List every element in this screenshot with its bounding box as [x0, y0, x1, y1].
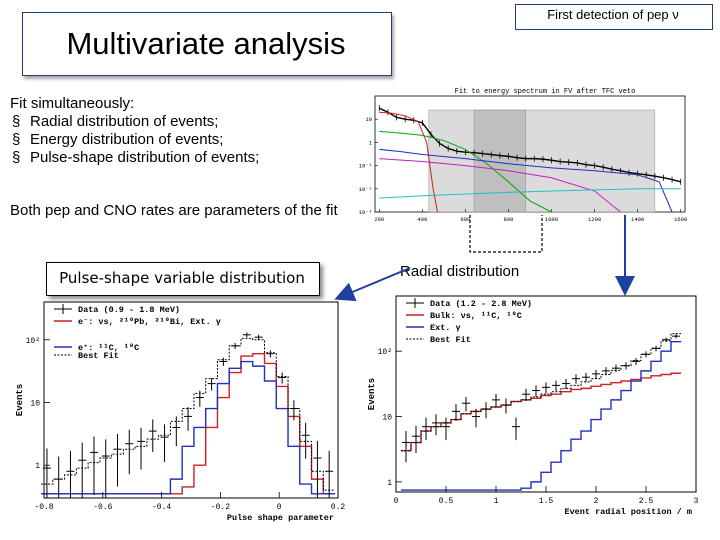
x-tick-label: 0.5 — [439, 497, 454, 506]
title-box — [22, 12, 392, 76]
series-line — [41, 337, 336, 491]
slide-title: Multivariate analysis — [66, 26, 346, 61]
x-tick-label: -0.2 — [211, 503, 230, 512]
x-tick-label: 800 — [504, 216, 514, 223]
pulse-shape-label-box — [46, 262, 320, 296]
x-tick-label: 400 — [417, 216, 427, 223]
bullet-text: Radial distribution of events; — [30, 113, 219, 130]
arrow-to-pulse-shape — [334, 267, 411, 302]
x-tick-label: 1000 — [545, 216, 558, 223]
legend-label: Bulk: νs, ¹¹C, ¹⁰C — [430, 311, 522, 321]
x-tick-label: 1 — [494, 497, 499, 506]
fit-title: Fit simultaneously: — [10, 95, 135, 112]
legend-box — [50, 304, 200, 370]
y-tick-label: 10² — [26, 337, 40, 346]
legend-box — [402, 298, 552, 364]
y-tick-label: 10⁻³ — [359, 209, 372, 216]
x-tick-label: 1.5 — [539, 497, 554, 506]
x-tick-label: 200 — [374, 216, 384, 223]
legend-label: Best Fit — [78, 351, 119, 361]
radial-chart: 0 0.5 1 1.5 2 2.5 3 10² 10 1 Event radial position… — [367, 295, 699, 517]
legend-label: Ext. γ — [430, 323, 461, 333]
fit-bullets: § Radial distribution of events; § Energy … — [10, 113, 259, 167]
shaded-region — [428, 109, 656, 213]
pulse-shape-label: Pulse-shape variable distribution — [59, 269, 305, 287]
energy-spectrum-chart: Fit to energy spectrum in FV after TFC v… — [340, 82, 715, 232]
bullet-item: § Pulse-shape distribution of events; — [10, 149, 259, 167]
legend-label: Best Fit — [430, 335, 471, 345]
series-line — [379, 130, 552, 213]
bullet-glyph: § — [12, 149, 21, 166]
x-tick-label: 1200 — [588, 216, 601, 223]
series-line — [379, 188, 681, 199]
x-axis-label: Pulse shape parameter — [227, 513, 334, 523]
y-tick-label: 10⁻² — [359, 186, 372, 193]
series-line — [379, 111, 438, 213]
y-tick-label: 1 — [387, 479, 392, 488]
x-tick-label: -0.4 — [152, 503, 171, 512]
x-tick-label: 0 — [394, 497, 399, 506]
x-tick-label: 1400 — [631, 216, 644, 223]
pulse-shape-chart: -0.8 -0.6 -0.4 -0.2 0 0.2 10² 10 1 Pulse shape pa… — [15, 301, 346, 523]
y-tick-label: 10 — [382, 414, 392, 423]
plot-frame — [43, 301, 339, 499]
series-line — [41, 360, 336, 495]
bullet-item: § Radial distribution of events; — [10, 113, 259, 131]
y-tick-label: 10 — [30, 399, 40, 408]
chart-title: Fit to energy spectrum in FV after TFC v… — [455, 88, 636, 96]
bullet-glyph: § — [12, 113, 21, 130]
series-line — [401, 340, 681, 491]
plot-area: 200 400 600 800 1000 1200 1400 1600 10 1 10⁻¹ 10⁻² 1… — [359, 95, 687, 223]
plot-area: -0.8 -0.6 -0.4 -0.2 0 0.2 10² 10 1 Pulse shape pa… — [15, 301, 346, 523]
radial-bracket — [469, 215, 543, 253]
y-tick-label: 10⁻¹ — [359, 163, 372, 170]
y-tick-label: 1 — [369, 139, 373, 146]
x-tick-label: 0.2 — [331, 503, 346, 512]
series-line — [379, 107, 681, 183]
bullet-item: § Energy distribution of events; — [10, 131, 259, 149]
y-tick-label: 10 — [365, 116, 372, 123]
y-tick-label: 10² — [378, 348, 392, 357]
parameters-note: Both pep and CNO rates are parameters of… — [10, 202, 338, 219]
series-line — [379, 148, 673, 213]
plot-area: 0 0.5 1 1.5 2 2.5 3 10² 10 1 Event radial position… — [367, 295, 699, 517]
bullet-glyph: § — [12, 131, 21, 148]
x-tick-label: -0.6 — [93, 503, 112, 512]
legend-label: Data (0.9 - 1.8 MeV) — [78, 305, 180, 315]
x-tick-label: 600 — [460, 216, 470, 223]
y-tick-label: 1 — [35, 462, 40, 471]
series-line — [379, 158, 621, 213]
bullet-text: Pulse-shape distribution of events; — [30, 149, 260, 166]
series-line — [401, 372, 681, 452]
fit-description: Fit simultaneously: § Radial distribution… — [10, 95, 259, 167]
legend-label: e⁺: ¹¹C, ¹⁰C — [78, 343, 139, 353]
x-tick-label: -0.8 — [34, 503, 53, 512]
radial-label: Radial distribution — [400, 263, 520, 280]
bullet-text: Energy distribution of events; — [30, 131, 224, 148]
x-tick-label: 3 — [694, 497, 699, 506]
y-axis-label: Events — [15, 384, 25, 416]
series-line — [401, 333, 681, 452]
legend-label: Data (1.2 - 2.8 MeV) — [430, 299, 532, 309]
x-tick-label: 2.5 — [639, 497, 654, 506]
x-tick-label: 2 — [594, 497, 599, 506]
y-axis-label: Events — [367, 378, 377, 410]
header-box — [515, 4, 713, 30]
x-axis-label: Event radial position / m — [564, 507, 692, 517]
legend-label: e⁻: νs, ²¹⁰Pb, ²¹⁰Bi, Ext. γ — [78, 317, 221, 327]
x-tick-label: 0 — [277, 503, 282, 512]
slide-header: First detection of pep ν — [547, 7, 679, 22]
x-tick-label: 1600 — [674, 216, 687, 223]
